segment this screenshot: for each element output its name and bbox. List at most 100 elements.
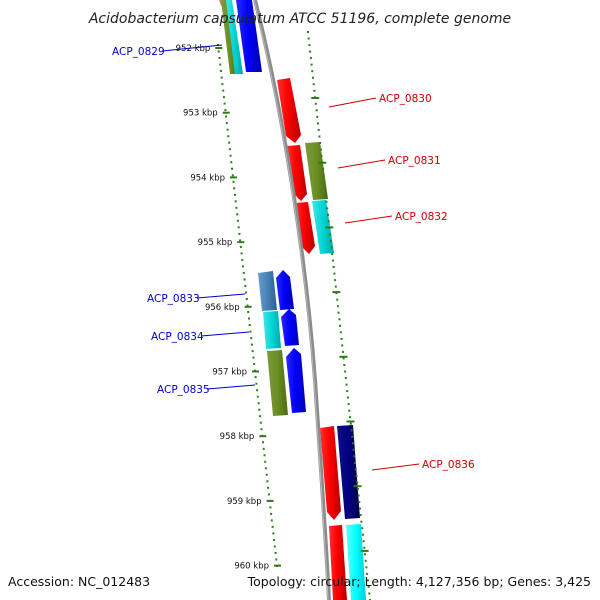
outer-scale-dot — [336, 298, 339, 301]
outer-scale-dot — [351, 442, 354, 445]
outer-scale-dot — [364, 553, 366, 556]
inner-scale-dot — [228, 148, 231, 151]
inner-scale-dot — [258, 408, 261, 411]
inner-scale-dot — [231, 174, 234, 177]
outer-scale-dot — [348, 409, 351, 412]
inner-scale-dot — [233, 187, 236, 190]
inner-scale-dot — [257, 402, 260, 405]
inner-scale-dot — [240, 252, 243, 255]
outer-scale-dot — [326, 207, 329, 210]
inner-scale-dot — [235, 206, 238, 209]
gene-feature-red-acp0830 — [277, 78, 301, 143]
inner-scale-dot — [229, 154, 232, 157]
topology-text: Topology: circular; Length: 4,127,356 bp… — [247, 574, 591, 589]
outer-scale-dot — [311, 70, 314, 73]
inner-scale-dot — [262, 447, 265, 450]
outer-scale-dot — [329, 233, 332, 236]
outer-scale-dot — [310, 63, 313, 66]
outer-scale-dot — [364, 559, 367, 562]
inner-scale-dot — [224, 109, 227, 112]
gene-label-lines — [161, 44, 420, 471]
outer-scale-dot — [367, 585, 370, 588]
outer-scale-dot — [341, 350, 344, 353]
inner-scale-dot — [231, 167, 233, 170]
scale-ticks: 952 kbp 953 kbp 954 kbp 955 kbp 956 kbp 957 k… — [176, 44, 369, 572]
scale-tick-label: 957 kbp — [212, 368, 247, 378]
inner-scale-dot — [245, 291, 247, 294]
gene-label-acp0834[interactable]: ACP_0834 — [151, 331, 204, 343]
scale-tick-label: 953 kbp — [183, 109, 218, 119]
gene-feature-cyan-acp0834 — [263, 311, 281, 349]
outer-scale-dot — [365, 566, 368, 569]
inner-scale-dot — [274, 552, 277, 554]
outer-scale-dot — [313, 89, 316, 92]
outer-scale-dot — [363, 546, 366, 549]
gene-feature-red-acp0832 — [295, 202, 315, 254]
inner-scale-dot — [219, 70, 222, 72]
outer-scale-dot — [315, 109, 318, 112]
inner-scale-dot — [241, 258, 244, 261]
inner-scale-dot — [267, 486, 270, 489]
inner-scale-dot — [273, 539, 276, 541]
inner-scale-dot — [264, 460, 267, 463]
inner-scale-dot — [252, 356, 255, 359]
outer-scale-dot — [342, 357, 345, 360]
outer-scale-dot — [357, 494, 360, 497]
outer-scale-dot — [322, 174, 325, 177]
outer-scale-dot — [317, 128, 320, 131]
gene-label-leader-line — [344, 215, 393, 224]
gene-label-leader-line — [200, 331, 250, 337]
outer-scale-dot — [351, 435, 354, 438]
gene-feature-blue-acp0834 — [281, 309, 299, 346]
gene-labels: ACP_0829 ACP_0830 ACP_0831 ACP_0832 ACP_… — [112, 46, 475, 471]
inner-scale-dot — [243, 278, 246, 281]
outer-scale-dot — [339, 331, 342, 334]
accession-text: Accession: NC_012483 — [8, 574, 150, 589]
outer-scale-dot — [309, 57, 312, 60]
genome-backbone — [253, 0, 331, 600]
inner-scale-dot — [222, 89, 225, 92]
outer-scale-dot — [358, 501, 361, 504]
outer-scale-dot — [359, 507, 361, 510]
gene-feature-olive-acp0835 — [267, 350, 288, 416]
gene-label-acp0833[interactable]: ACP_0833 — [147, 293, 200, 305]
gene-label-leader-line — [196, 293, 246, 299]
scale-tick-label: 960 kbp — [234, 562, 269, 572]
gene-label-acp0831[interactable]: ACP_0831 — [388, 155, 441, 167]
outer-scale-dot — [349, 416, 351, 419]
gene-label-acp0836[interactable]: ACP_0836 — [422, 459, 475, 471]
inner-scale-dot — [256, 389, 259, 392]
inner-scale-dot — [239, 245, 242, 248]
gene-label-leader-line — [206, 384, 256, 390]
outer-scale-dot — [329, 239, 332, 242]
outer-scale-dot — [338, 318, 341, 321]
inner-scale-dot — [270, 512, 273, 515]
outer-scale-dot — [352, 448, 355, 451]
outer-scale-dot — [344, 370, 347, 373]
inner-scale-dot — [234, 200, 237, 203]
outer-scale-dot — [353, 455, 356, 458]
gene-label-acp0835[interactable]: ACP_0835 — [157, 384, 210, 396]
gene-label-leader-line — [161, 44, 223, 52]
inner-scale-dot — [262, 441, 264, 444]
inner-scale-dot — [265, 473, 268, 476]
outer-scale-dot — [339, 324, 342, 327]
gene-feature-navy-acp0836 — [337, 425, 360, 519]
gene-label-acp0832[interactable]: ACP_0832 — [395, 211, 448, 223]
outer-scale-dot — [333, 272, 336, 275]
inner-scale-dot — [272, 532, 275, 535]
outer-scale-dot — [308, 44, 311, 47]
outer-scale-dot — [307, 31, 309, 33]
gene-label-leader-line — [337, 159, 386, 169]
inner-scale-dot — [259, 415, 261, 418]
gene-label-acp0830[interactable]: ACP_0830 — [379, 93, 432, 105]
inner-scale-dot — [219, 63, 222, 66]
outer-scale-dot — [349, 422, 352, 425]
outer-scale-dot — [350, 429, 353, 432]
scale-tick-label: 958 kbp — [220, 432, 255, 442]
outer-scale-dot — [361, 527, 364, 530]
inner-scale-dot — [236, 213, 239, 216]
gene-label-acp0829[interactable]: ACP_0829 — [112, 46, 165, 58]
outer-scale-dot — [360, 520, 363, 523]
